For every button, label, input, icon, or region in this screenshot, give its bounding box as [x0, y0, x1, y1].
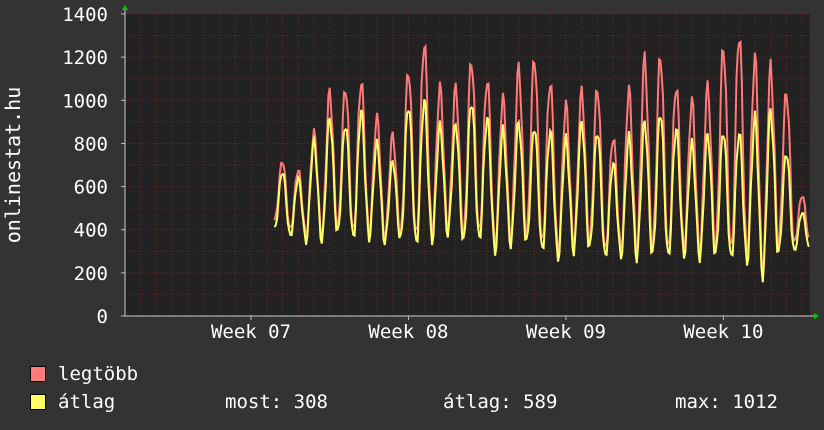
stat-max: max: 1012 — [675, 391, 778, 413]
side-watermark: onlinestat.hu — [1, 87, 25, 244]
x-tick-label: Week 07 — [211, 321, 291, 343]
stat-average: átlag: 589 — [443, 391, 557, 413]
x-tick-label: Week 08 — [368, 321, 448, 343]
legend-swatch-legtobb — [30, 366, 46, 382]
legend-swatch-atlag — [30, 394, 46, 410]
legend-item-atlag: átlag — [30, 391, 115, 413]
stat-now: most: 308 — [225, 391, 328, 413]
y-tick-label: 1400 — [62, 4, 108, 26]
y-axis-arrow-icon — [122, 5, 128, 10]
y-tick-label: 600 — [74, 177, 108, 199]
x-axis-arrow-icon — [814, 313, 819, 319]
y-tick-label: 800 — [74, 133, 108, 155]
y-tick-label: 1000 — [62, 90, 108, 112]
x-tick-label: Week 09 — [526, 321, 606, 343]
y-tick-label: 1200 — [62, 47, 108, 69]
y-tick-label: 400 — [74, 220, 108, 242]
x-tick-label: Week 10 — [683, 321, 763, 343]
legend-label-legtobb: legtöbb — [58, 363, 138, 385]
y-axis: 0 200 400 600 800 1000 1200 1400 — [62, 4, 125, 328]
x-axis: Week 07 Week 08 Week 09 Week 10 — [211, 316, 763, 343]
y-tick-label: 0 — [97, 306, 108, 328]
legend-item-legtobb: legtöbb — [30, 363, 138, 385]
y-tick-label: 200 — [74, 263, 108, 285]
legend-label-atlag: átlag — [58, 391, 115, 413]
